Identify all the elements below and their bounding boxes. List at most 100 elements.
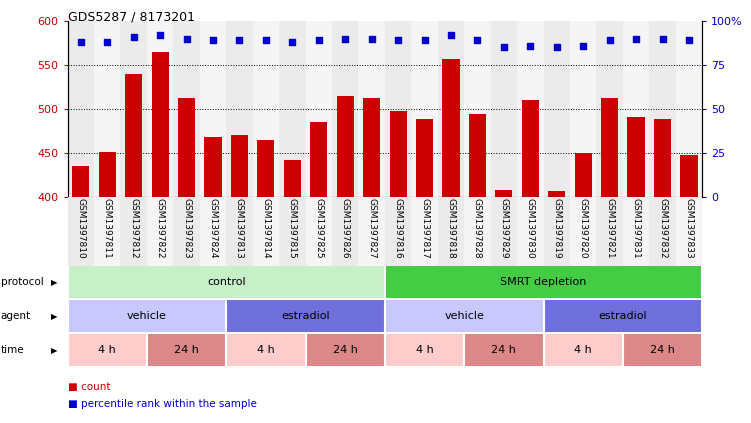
Bar (173, 197, 200, 269)
Text: vehicle: vehicle (127, 311, 167, 321)
Text: 4 h: 4 h (98, 345, 116, 355)
Point (312, 37, 324, 44)
Bar (147, 197, 173, 269)
Bar (385, 197, 412, 269)
Bar (226, 21, 252, 197)
Text: GSM1397820: GSM1397820 (579, 198, 588, 259)
Bar (544, 197, 570, 269)
Bar (279, 21, 306, 197)
Bar (676, 21, 702, 197)
Text: time: time (1, 345, 24, 355)
Text: GSM1397827: GSM1397827 (367, 198, 376, 259)
Bar (575, 153, 592, 423)
Bar (464, 334, 544, 366)
Text: protocol: protocol (1, 277, 44, 287)
Point (498, 44, 510, 51)
Bar (495, 190, 512, 423)
Bar (68, 300, 226, 332)
Text: GSM1397825: GSM1397825 (314, 198, 323, 259)
Text: control: control (207, 277, 246, 287)
Text: GSM1397828: GSM1397828 (473, 198, 482, 259)
Point (524, 42, 536, 49)
Point (75, 39, 87, 46)
Bar (226, 300, 385, 332)
Bar (120, 197, 147, 269)
Text: ▶: ▶ (51, 312, 58, 321)
Bar (147, 21, 173, 197)
Bar (601, 99, 618, 423)
Bar (231, 135, 248, 423)
Bar (490, 21, 517, 197)
Point (656, 36, 668, 42)
Point (234, 37, 246, 44)
Bar (654, 119, 671, 423)
Bar (416, 119, 433, 423)
Point (128, 33, 140, 40)
Bar (623, 21, 650, 197)
Bar (94, 197, 120, 269)
Bar (336, 96, 354, 423)
Bar (252, 21, 279, 197)
Bar (72, 166, 89, 423)
Bar (412, 197, 438, 269)
Text: GSM1397819: GSM1397819 (552, 198, 561, 259)
Bar (258, 140, 275, 423)
Bar (200, 21, 226, 197)
Bar (522, 100, 539, 423)
Text: ■ count: ■ count (68, 382, 110, 392)
Point (207, 37, 219, 44)
Bar (173, 21, 200, 197)
Point (472, 37, 484, 44)
Text: 24 h: 24 h (174, 345, 199, 355)
Bar (178, 99, 195, 423)
Point (286, 39, 298, 46)
Bar (623, 334, 702, 366)
Point (366, 36, 378, 42)
Text: GSM1397816: GSM1397816 (394, 198, 403, 259)
Text: GSM1397831: GSM1397831 (632, 198, 641, 259)
Bar (284, 160, 301, 423)
Bar (68, 266, 385, 298)
Bar (332, 21, 358, 197)
Text: GSM1397814: GSM1397814 (261, 198, 270, 259)
Bar (152, 52, 169, 423)
Point (101, 39, 113, 46)
Bar (226, 197, 252, 269)
Text: estradiol: estradiol (282, 311, 330, 321)
Bar (226, 334, 306, 366)
Bar (120, 21, 147, 197)
Text: 4 h: 4 h (257, 345, 275, 355)
Bar (544, 300, 702, 332)
Bar (306, 334, 385, 366)
Text: estradiol: estradiol (599, 311, 647, 321)
Point (260, 37, 272, 44)
Text: agent: agent (1, 311, 31, 321)
Bar (332, 197, 358, 269)
Text: GSM1397824: GSM1397824 (209, 198, 218, 258)
Bar (358, 197, 385, 269)
Bar (385, 334, 464, 366)
Bar (464, 21, 490, 197)
Text: GSM1397829: GSM1397829 (499, 198, 508, 259)
Point (604, 37, 616, 44)
Text: 24 h: 24 h (333, 345, 357, 355)
Text: 24 h: 24 h (491, 345, 516, 355)
Bar (147, 334, 226, 366)
Text: GSM1397813: GSM1397813 (235, 198, 244, 259)
Text: GDS5287 / 8173201: GDS5287 / 8173201 (68, 11, 195, 24)
Bar (125, 74, 142, 423)
Point (180, 36, 192, 42)
Bar (252, 197, 279, 269)
Point (339, 36, 351, 42)
Bar (385, 266, 702, 298)
Text: 4 h: 4 h (415, 345, 433, 355)
Bar (385, 300, 544, 332)
Bar (469, 114, 486, 423)
Bar (98, 152, 116, 423)
Point (630, 36, 642, 42)
Bar (358, 21, 385, 197)
Bar (570, 197, 596, 269)
Bar (306, 197, 332, 269)
Text: vehicle: vehicle (445, 311, 484, 321)
Bar (68, 197, 94, 269)
